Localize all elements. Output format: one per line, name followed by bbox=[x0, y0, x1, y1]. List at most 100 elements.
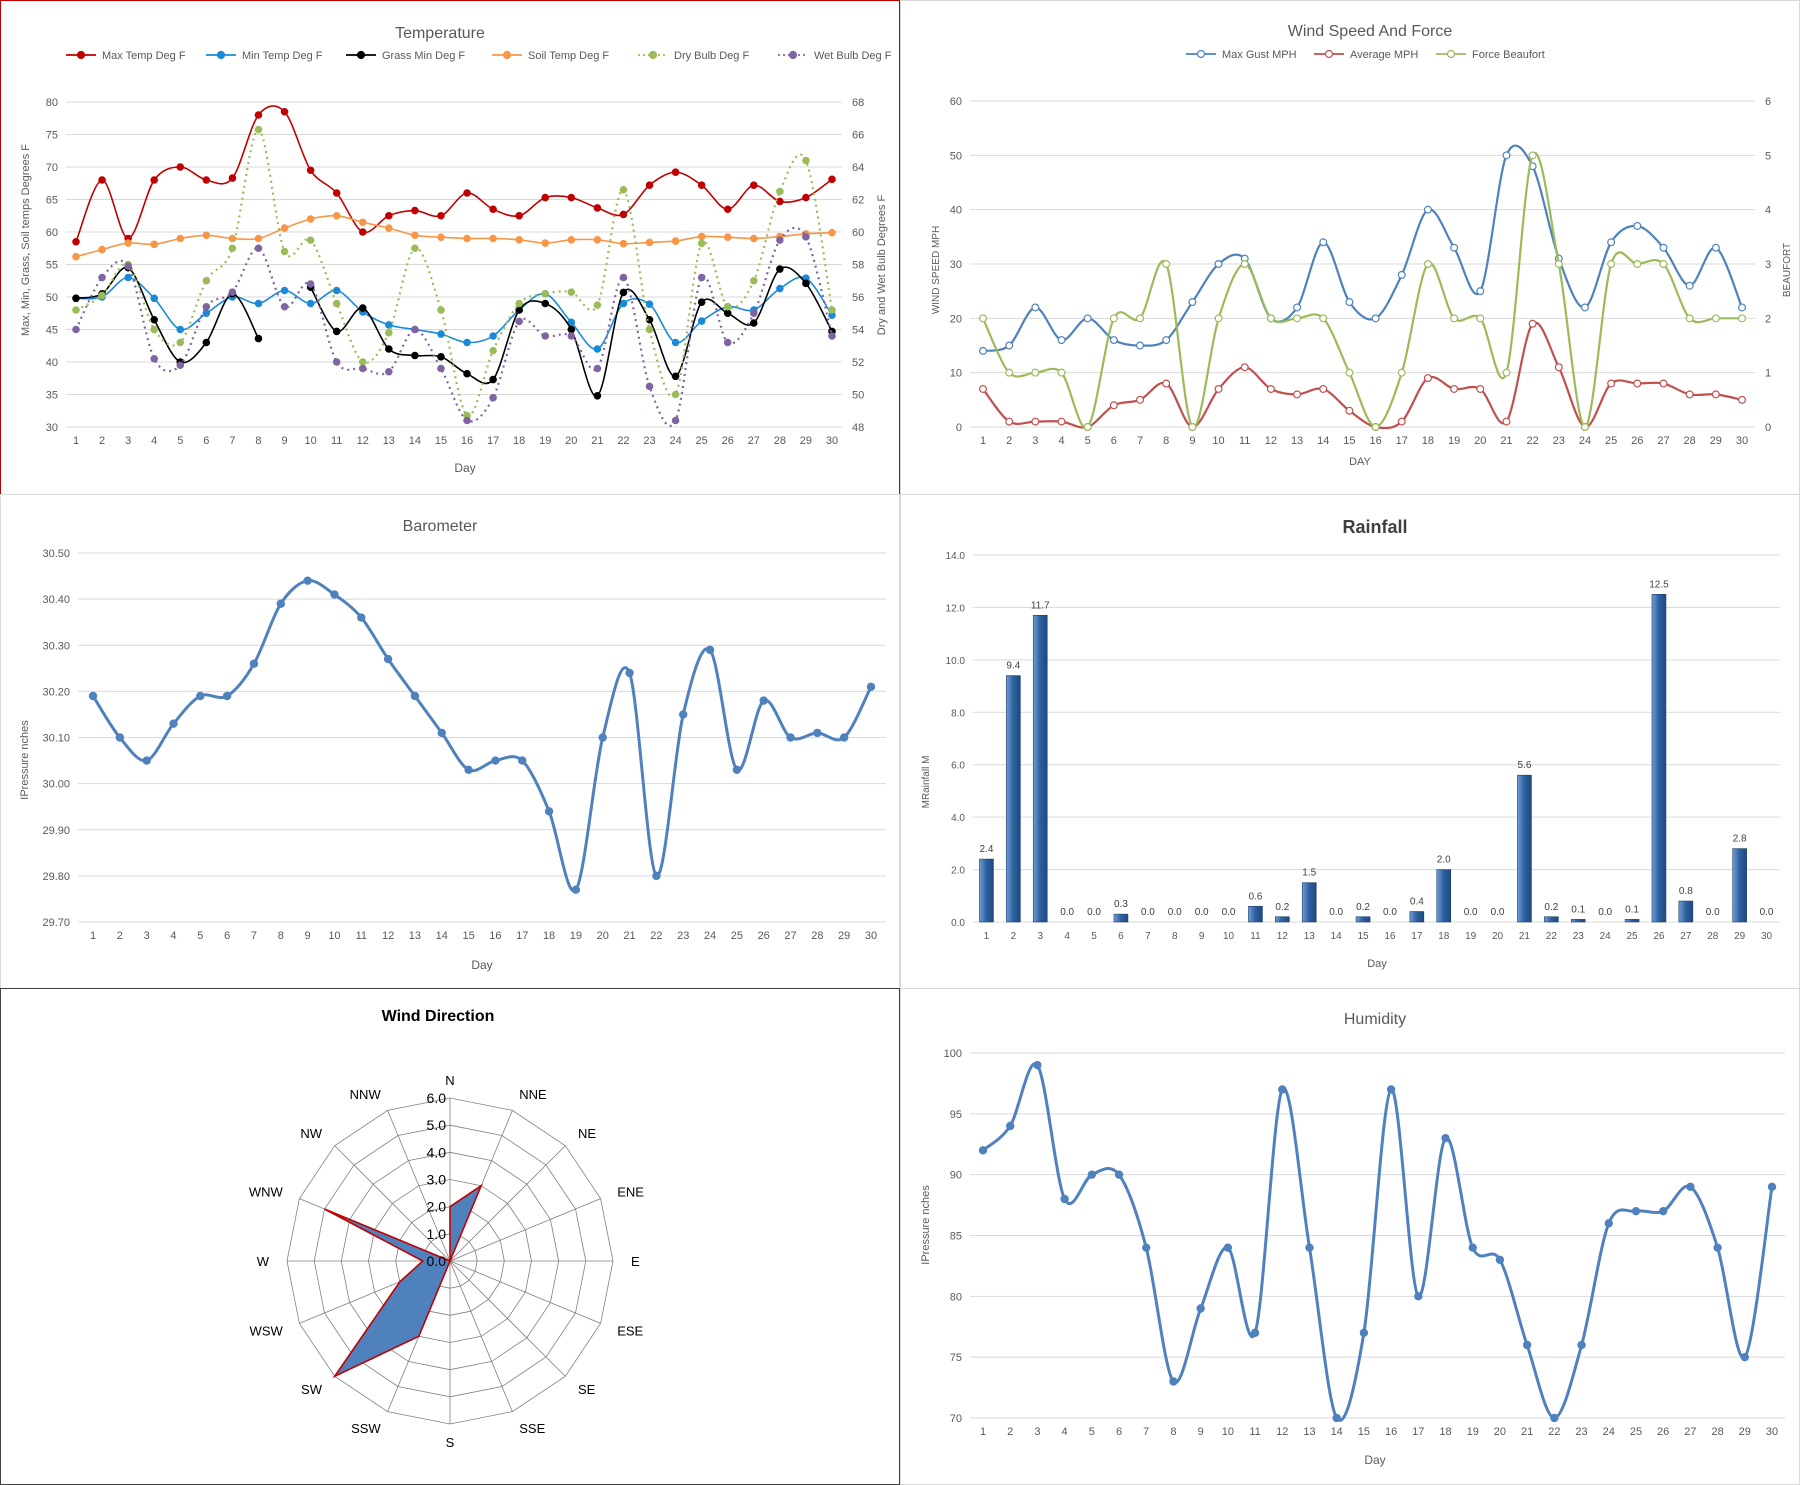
wind-speed-point bbox=[1580, 423, 1589, 432]
wind-speed-point bbox=[1685, 390, 1694, 399]
wind-speed-y2tick: 0 bbox=[1765, 422, 1771, 434]
temperature-point bbox=[489, 393, 497, 402]
barometer-point bbox=[276, 599, 285, 608]
wind-direction-rtick: 6.0 bbox=[427, 1090, 447, 1106]
humidity-point bbox=[1522, 1340, 1532, 1350]
wind-speed-y2tick: 5 bbox=[1765, 150, 1771, 162]
rainfall-xtick: 23 bbox=[1573, 931, 1585, 942]
temperature-point bbox=[463, 189, 471, 197]
wind-speed-point bbox=[1737, 395, 1746, 404]
rainfall-ytick: 12.0 bbox=[946, 603, 966, 614]
temperature-point bbox=[437, 306, 445, 314]
rainfall-data-label: 2.4 bbox=[979, 844, 993, 855]
wind-speed-point bbox=[1162, 260, 1171, 269]
barometer-point bbox=[839, 733, 849, 742]
barometer-title: Barometer bbox=[403, 518, 478, 535]
humidity-point bbox=[1386, 1085, 1396, 1094]
barometer-point bbox=[866, 682, 876, 691]
wind-speed-xtick: 15 bbox=[1343, 435, 1355, 447]
wind-speed-point bbox=[1711, 390, 1720, 399]
humidity-point bbox=[1713, 1243, 1722, 1252]
temperature-xtick: 24 bbox=[669, 435, 681, 447]
wind-speed-point bbox=[1423, 374, 1432, 383]
humidity-point bbox=[1550, 1413, 1559, 1423]
humidity-xtick: 8 bbox=[1170, 1426, 1176, 1438]
wind-speed-point bbox=[1554, 260, 1563, 269]
barometer-ytick: 29.70 bbox=[42, 917, 70, 929]
wind-speed-xtick: 16 bbox=[1369, 435, 1381, 447]
temperature-ytick: 55 bbox=[46, 260, 58, 272]
rainfall-xtick: 14 bbox=[1331, 931, 1343, 942]
barometer-xtick: 11 bbox=[356, 930, 367, 942]
temperature-point bbox=[332, 299, 341, 308]
temperature-point bbox=[593, 391, 602, 400]
barometer-point bbox=[571, 885, 581, 894]
wind-speed-point bbox=[1633, 260, 1642, 269]
rainfall-xtick: 16 bbox=[1384, 931, 1396, 942]
wind-speed-point bbox=[1057, 336, 1066, 345]
barometer-point bbox=[759, 696, 768, 705]
humidity-point bbox=[1468, 1243, 1477, 1252]
temperature-point bbox=[593, 236, 602, 244]
barometer-xtick: 19 bbox=[570, 930, 582, 942]
wind-speed-legend-marker bbox=[1324, 49, 1334, 59]
barometer-ytick: 30.30 bbox=[42, 640, 70, 652]
temperature-point bbox=[72, 325, 80, 334]
temperature-point bbox=[72, 252, 80, 261]
temperature-point bbox=[671, 416, 680, 425]
temperature-point bbox=[489, 375, 497, 384]
temperature-point bbox=[828, 228, 836, 237]
wind-direction-rtick: 0.0 bbox=[427, 1253, 447, 1269]
humidity-xtick: 6 bbox=[1116, 1426, 1122, 1438]
temperature-xtick: 2 bbox=[99, 435, 105, 447]
wind-speed-point bbox=[1371, 423, 1380, 432]
wind-speed-point bbox=[1397, 417, 1406, 426]
barometer-xtick: 26 bbox=[758, 930, 770, 942]
rainfall-xtick: 11 bbox=[1250, 931, 1261, 942]
barometer-point bbox=[598, 733, 607, 742]
rainfall-data-label: 5.6 bbox=[1517, 760, 1531, 771]
rainfall-title: Rainfall bbox=[1342, 517, 1407, 537]
rainfall-bar bbox=[1248, 905, 1263, 923]
wind-direction-category: NW bbox=[300, 1126, 322, 1141]
humidity-point bbox=[1441, 1133, 1450, 1143]
rainfall-ytick: 8.0 bbox=[951, 708, 965, 719]
temperature-point bbox=[124, 273, 132, 282]
temperature-point bbox=[515, 317, 523, 326]
wind-speed-point bbox=[1005, 368, 1014, 377]
temperature-xtick: 10 bbox=[304, 435, 316, 447]
temperature-xtick: 23 bbox=[643, 435, 655, 447]
temperature-point bbox=[98, 245, 106, 254]
temperature-point bbox=[593, 345, 602, 353]
rainfall-ylabel: MRainfall M bbox=[921, 756, 932, 809]
temperature-ytick: 80 bbox=[46, 97, 58, 109]
temperature-point bbox=[671, 237, 680, 245]
humidity-xtick: 13 bbox=[1303, 1426, 1315, 1438]
temperature-ytick: 75 bbox=[46, 130, 58, 142]
wind-speed-point bbox=[1240, 260, 1249, 269]
wind-speed-point bbox=[1554, 363, 1563, 372]
temperature-xtick: 14 bbox=[409, 435, 421, 447]
humidity-point bbox=[1305, 1243, 1314, 1252]
humidity-xtick: 20 bbox=[1494, 1426, 1506, 1438]
temperature-xlabel: Day bbox=[454, 461, 475, 475]
rainfall-bar bbox=[1006, 675, 1021, 923]
humidity-xtick: 15 bbox=[1358, 1426, 1370, 1438]
temperature-point bbox=[515, 211, 523, 220]
rainfall-data-label: 0.0 bbox=[1087, 907, 1101, 918]
rainfall-bar bbox=[1651, 594, 1667, 923]
wind-speed-ytick: 50 bbox=[950, 150, 962, 162]
wind-direction-category: ESE bbox=[617, 1323, 643, 1338]
temperature-point bbox=[124, 239, 132, 247]
wind-speed-point bbox=[1345, 406, 1354, 415]
wind-speed-point bbox=[1109, 401, 1118, 410]
wind-speed-point bbox=[1057, 417, 1066, 426]
humidity-xtick: 16 bbox=[1385, 1426, 1397, 1438]
wind-direction-category: W bbox=[257, 1254, 270, 1269]
temperature-point bbox=[306, 280, 315, 288]
temperature-legend-marker bbox=[356, 50, 366, 60]
temperature-point bbox=[828, 175, 836, 184]
